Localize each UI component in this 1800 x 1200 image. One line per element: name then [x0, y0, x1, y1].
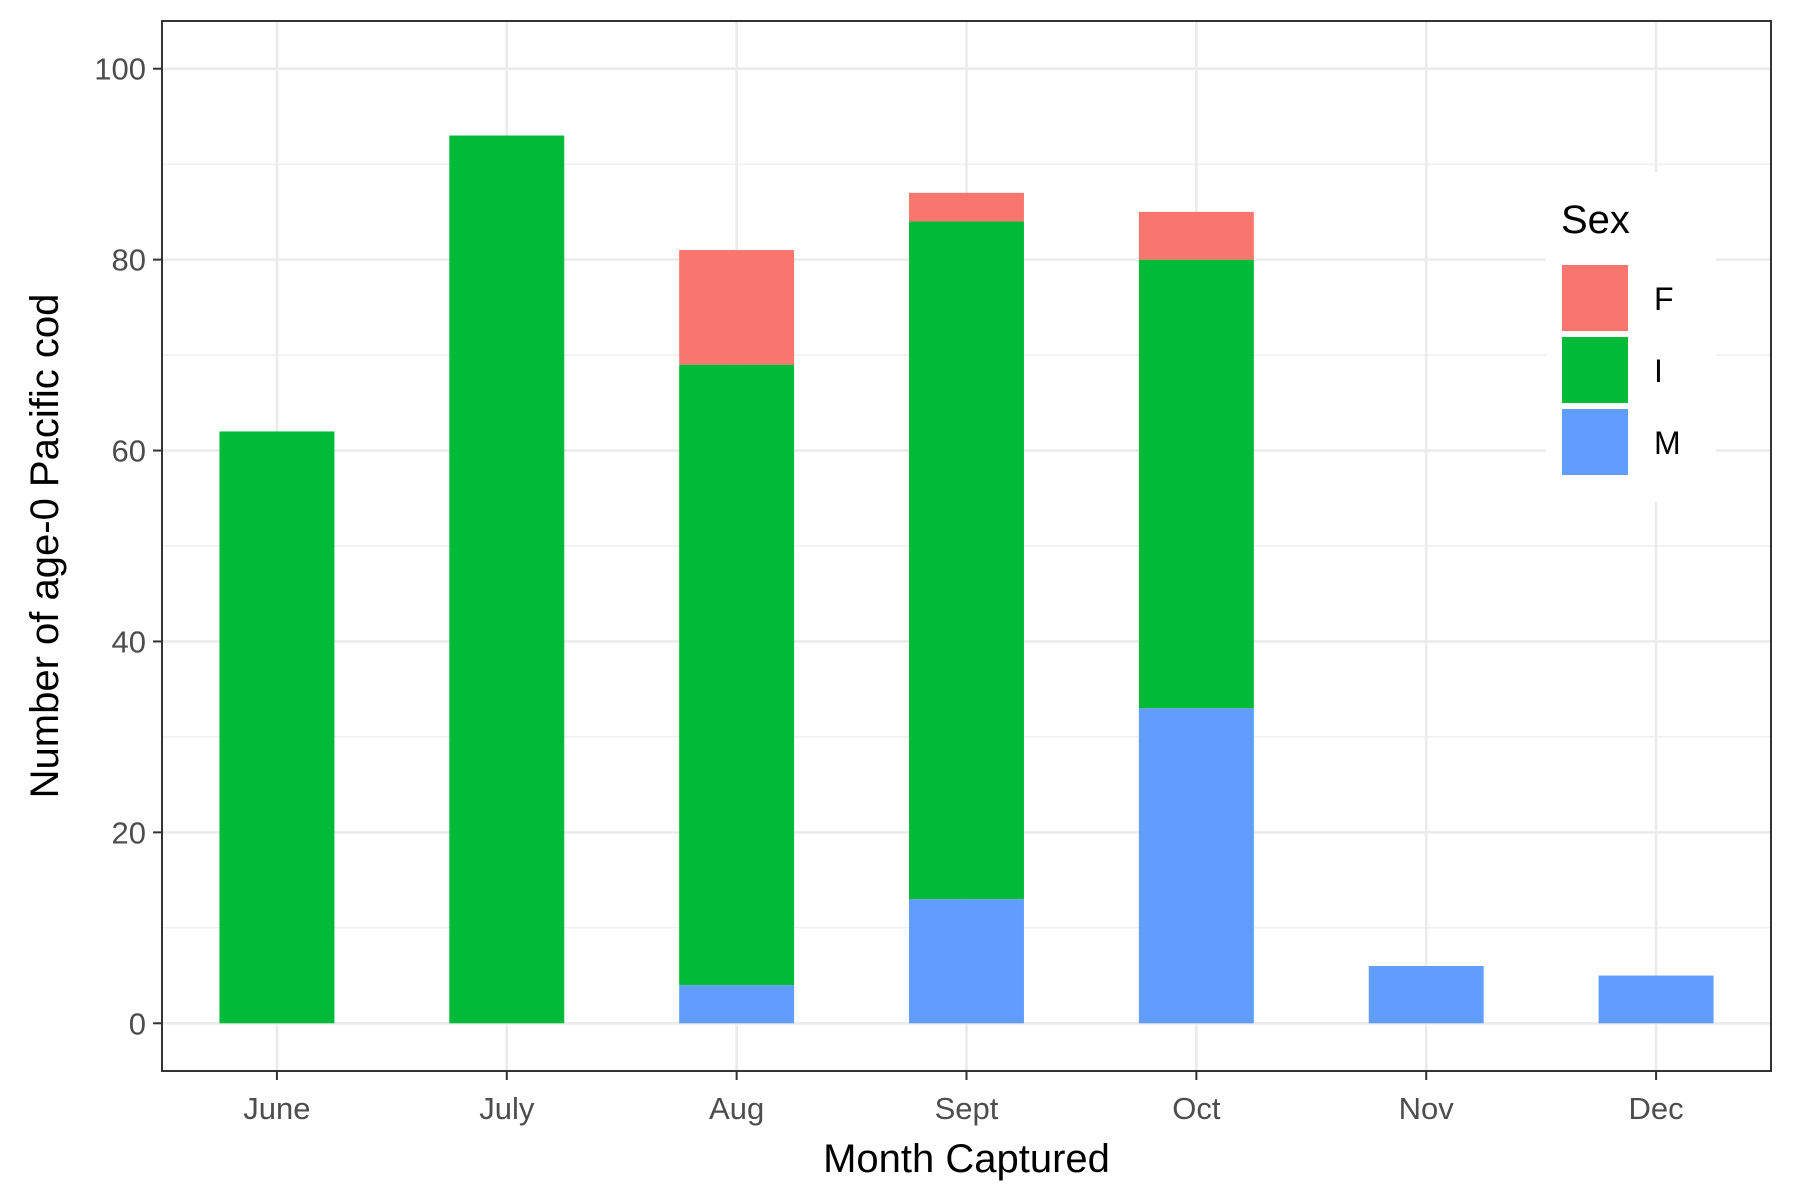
y-tick-label: 100 — [94, 52, 146, 87]
bar-june-i — [219, 431, 335, 1024]
y-tick-label: 20 — [112, 815, 146, 850]
x-axis: June July Aug Sept Oct Nov Dec — [243, 1071, 1684, 1126]
bar-nov-m — [1368, 966, 1484, 1024]
bar-sept-i — [909, 221, 1024, 900]
bar-oct-m — [1138, 708, 1254, 1024]
x-axis-title: Month Captured — [823, 1137, 1110, 1181]
bar-oct-f — [1138, 211, 1254, 260]
legend-label-m: M — [1654, 425, 1681, 461]
legend-items: FIM — [1562, 265, 1681, 475]
bar-oct-i — [1138, 259, 1254, 709]
bars — [219, 135, 1714, 1024]
x-tick-label: Aug — [709, 1091, 764, 1126]
legend-title: Sex — [1561, 198, 1630, 242]
y-tick-label: 60 — [112, 434, 146, 469]
bar-sept-m — [909, 899, 1024, 1024]
bar-aug-f — [679, 250, 795, 365]
legend-key-i — [1562, 337, 1628, 403]
x-tick-label: Oct — [1172, 1091, 1221, 1126]
bar-aug-m — [679, 985, 795, 1024]
y-tick-label: 0 — [129, 1006, 146, 1041]
x-tick-label: July — [479, 1091, 535, 1126]
legend-label-f: F — [1654, 281, 1674, 317]
y-tick-label: 40 — [112, 624, 146, 659]
bar-july-i — [449, 135, 565, 1024]
legend: Sex FIM — [1546, 172, 1716, 502]
y-axis: 0 20 40 60 80 100 — [94, 52, 162, 1041]
bar-aug-i — [679, 364, 795, 986]
bar-sept-f — [909, 192, 1024, 222]
legend-key-m — [1562, 409, 1628, 475]
bar-dec-m — [1598, 975, 1714, 1024]
x-tick-label: June — [243, 1091, 310, 1126]
legend-label-i: I — [1654, 353, 1663, 389]
legend-key-f — [1562, 265, 1628, 331]
plot-panel — [161, 20, 1772, 1072]
x-tick-label: Nov — [1399, 1091, 1455, 1126]
y-tick-label: 80 — [112, 243, 146, 278]
x-tick-label: Dec — [1629, 1091, 1684, 1126]
y-axis-title: Number of age-0 Pacific cod — [23, 294, 67, 799]
x-tick-label: Sept — [935, 1091, 999, 1126]
